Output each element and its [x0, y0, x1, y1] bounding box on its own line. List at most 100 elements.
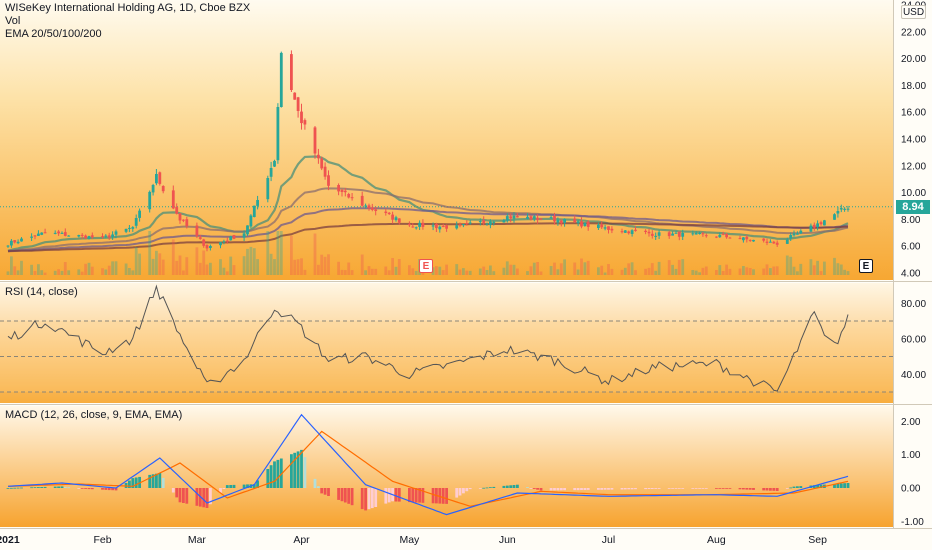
macd-histogram-bar [290, 454, 293, 488]
volume-bar [242, 256, 246, 275]
candle-body [232, 235, 236, 239]
macd-histogram-bar [114, 488, 118, 491]
price-tick-label: 4.00 [901, 269, 921, 280]
volume-bar [455, 264, 459, 275]
volume-bar [296, 259, 300, 275]
candle-body [846, 208, 850, 210]
candle-body [269, 168, 273, 177]
macd-histogram-bar [30, 487, 33, 489]
volume-bar [654, 270, 658, 275]
candle-body [553, 216, 556, 222]
macd-histogram-bar [387, 488, 391, 503]
candle-body [698, 233, 701, 234]
symbol-title[interactable]: WISeKey International Holding AG, 1D, Cb… [5, 2, 251, 14]
volume-bar [273, 259, 276, 275]
candle-body [421, 222, 425, 227]
volume-bar [630, 262, 634, 275]
candle-body [114, 231, 118, 235]
volume-bar [279, 231, 283, 275]
macd-histogram-bar [195, 488, 199, 506]
volume-bar [37, 264, 40, 275]
candle-body [418, 222, 421, 227]
ema-legend[interactable]: EMA 20/50/100/200 [5, 28, 102, 40]
candle-body [563, 219, 566, 223]
volume-bar [620, 269, 624, 275]
macd-histogram-bar [644, 488, 647, 490]
candle-body [317, 154, 320, 159]
macd-histogram-bar [441, 488, 445, 504]
volume-bar [269, 253, 273, 275]
price-plot[interactable] [0, 50, 893, 275]
macd-histogram-bar [225, 485, 229, 488]
volume-bar [505, 261, 509, 275]
rsi-tick-label: 80.00 [901, 299, 926, 310]
macd-histogram-bar [492, 486, 496, 488]
volume-bar [158, 253, 162, 275]
volume-bar [327, 254, 330, 275]
candle-body [80, 234, 84, 236]
volume-bar [107, 265, 111, 275]
candle-body [104, 235, 108, 237]
volume-bar [553, 262, 556, 275]
candle-body [128, 227, 131, 229]
macd-histogram-bar [13, 487, 17, 489]
candle-body [489, 221, 492, 225]
candle-body [539, 218, 543, 220]
candle-body [57, 231, 60, 234]
vol-legend[interactable]: Vol [5, 15, 21, 27]
macd-histogram-bar [418, 488, 421, 503]
ema-100-line [7, 207, 849, 253]
macd-histogram-bar [343, 488, 347, 503]
volume-bar [222, 267, 226, 275]
macd-histogram-bar [745, 488, 749, 490]
volume-bar [526, 271, 529, 275]
rsi-plot[interactable] [0, 284, 893, 393]
macd-histogram-bar [273, 461, 276, 488]
volume-bar [762, 268, 766, 275]
macd-histogram-bar [634, 488, 637, 490]
candle-body [455, 225, 459, 229]
rsi-legend[interactable]: RSI (14, close) [5, 286, 78, 298]
macd-histogram-bar [539, 488, 543, 491]
volume-bar [607, 264, 610, 275]
candle-body [391, 214, 394, 220]
candle-body [809, 225, 813, 232]
candle-body [185, 219, 189, 227]
candle-body [644, 230, 647, 232]
macd-legend[interactable]: MACD (12, 26, close, 9, EMA, EMA) [5, 409, 183, 421]
macd-plot[interactable] [6, 413, 850, 516]
volume-bar [151, 258, 155, 275]
macd-histogram-bar [465, 488, 469, 492]
macd-histogram-bar [812, 485, 816, 488]
volume-bar [738, 268, 742, 275]
macd-histogram-bar [691, 488, 695, 489]
macd-histogram-bar [276, 459, 280, 488]
candle-body [347, 194, 351, 198]
time-axis-label: Aug [707, 534, 726, 546]
currency-button[interactable]: USD [901, 5, 926, 19]
volume-bar [681, 259, 685, 275]
macd-histogram-bar [600, 488, 604, 490]
candle-body [691, 233, 695, 235]
candle-body [725, 234, 728, 238]
earnings-marker-upcoming[interactable]: E [859, 259, 873, 273]
macd-histogram-bar [347, 488, 351, 504]
rsi-line [7, 284, 849, 392]
macd-histogram-bar [411, 488, 415, 503]
macd-histogram-bar [128, 480, 131, 488]
macd-histogram-bar [67, 487, 71, 489]
price-tick-label: 14.00 [901, 135, 926, 146]
earnings-marker-past[interactable]: E [419, 259, 433, 273]
candle-body [246, 225, 249, 235]
macd-histogram-bar [681, 488, 685, 489]
candle-body [10, 240, 13, 246]
macd-histogram-bar [725, 488, 728, 489]
volume-bar [320, 254, 324, 275]
candle-body [30, 236, 33, 238]
candle-body [198, 237, 202, 239]
volume-bar [13, 266, 17, 275]
candle-body [300, 111, 303, 124]
volume-bar [134, 247, 138, 275]
macd-histogram-bar [63, 486, 67, 488]
